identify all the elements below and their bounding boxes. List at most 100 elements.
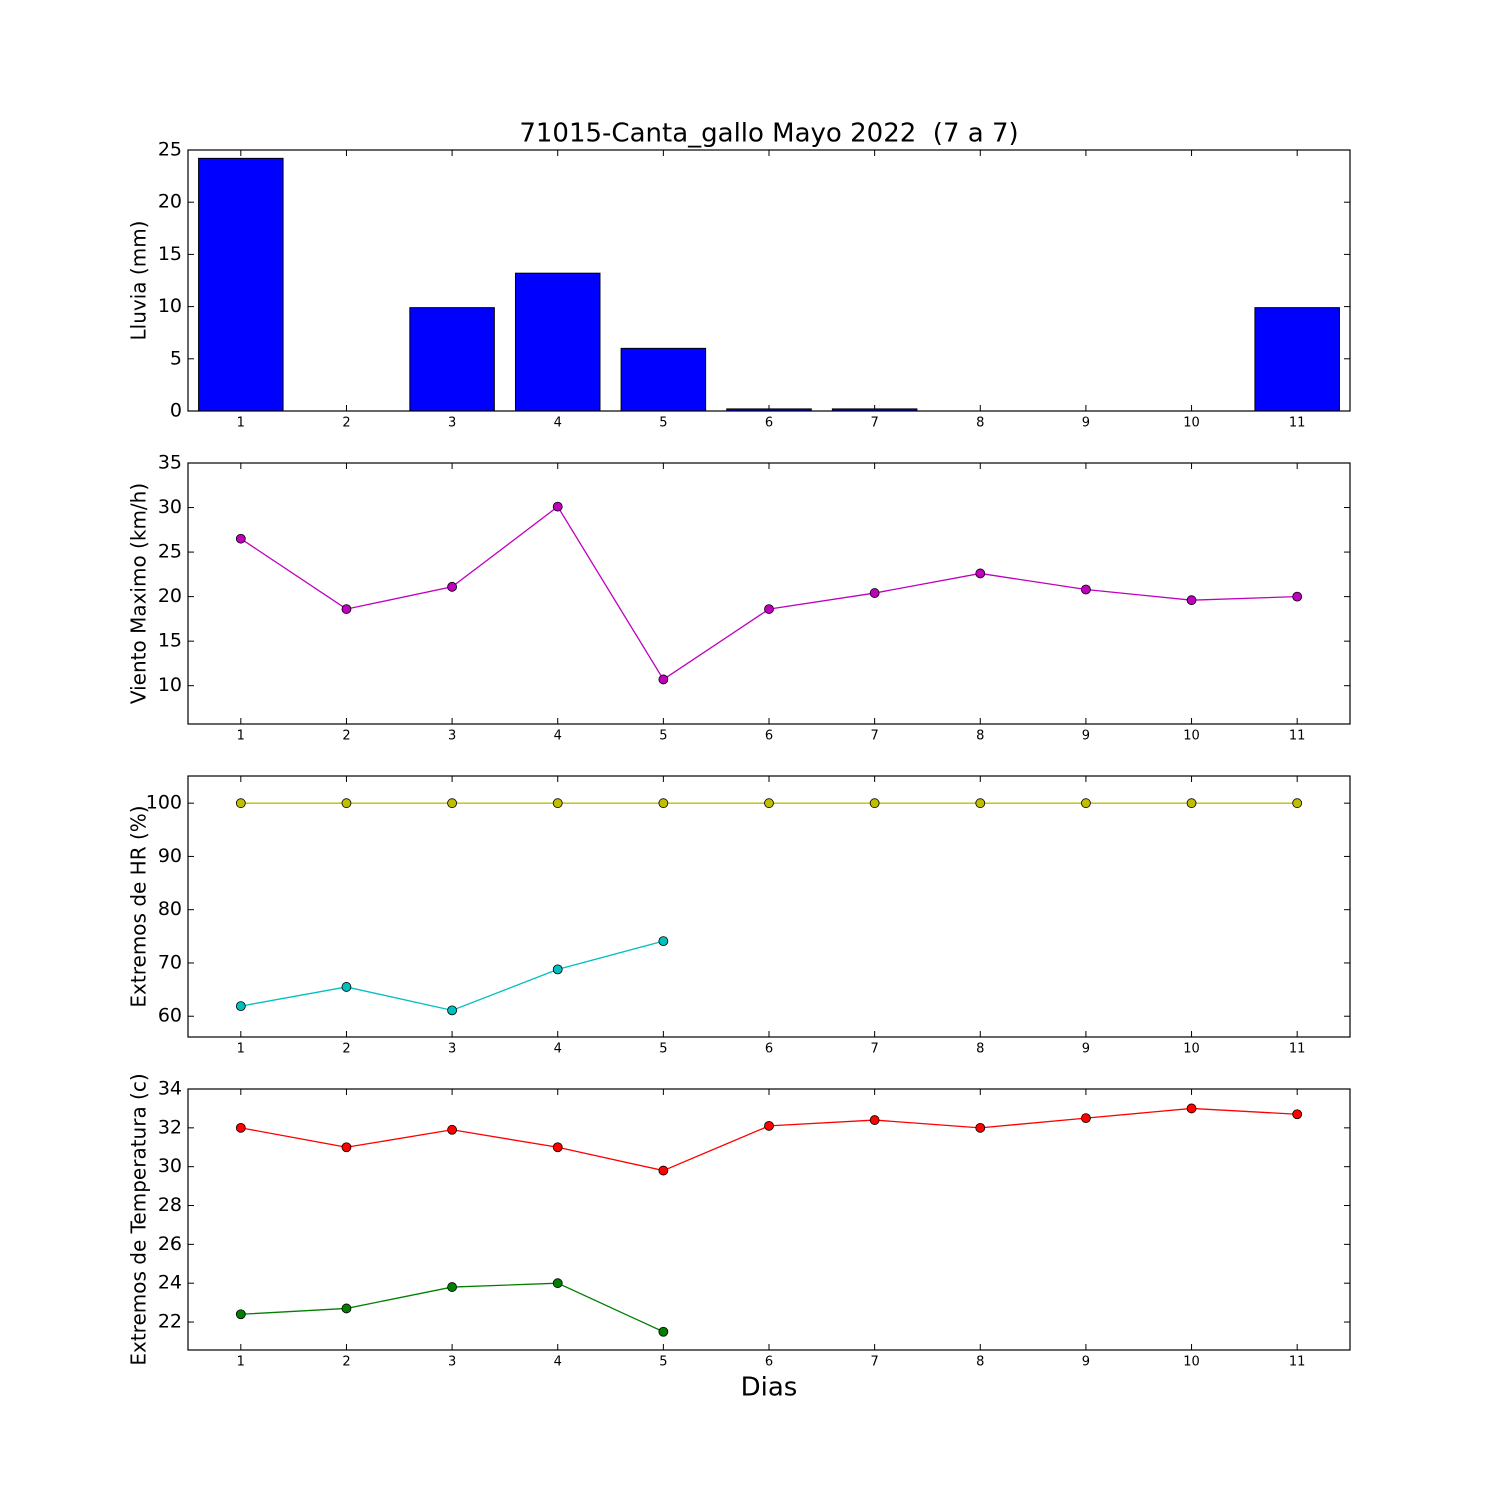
x-tick-label: 5	[659, 729, 667, 744]
point	[341, 1142, 352, 1153]
x-tick-label: 6	[765, 416, 773, 431]
bar	[620, 347, 707, 412]
point	[1081, 1113, 1091, 1124]
x-tick-label: 10	[1183, 1355, 1200, 1370]
point	[764, 1120, 774, 1131]
x-tick-label: 7	[870, 729, 878, 744]
x-tick-label: 9	[1082, 729, 1090, 744]
x-axis-label: Dias	[741, 1373, 798, 1403]
point	[552, 798, 563, 809]
point	[1292, 591, 1303, 602]
point	[447, 581, 457, 592]
y-tick-label: 30	[158, 496, 182, 518]
x-tick-label: 2	[342, 1042, 350, 1057]
y-tick-label: 80	[158, 898, 182, 920]
x-tick-label: 8	[976, 1355, 984, 1370]
point	[869, 1115, 880, 1125]
y-tick-label: 10	[158, 295, 182, 317]
y-axis-label: Extremos de Temperatura (c)	[127, 1073, 151, 1365]
point	[1081, 584, 1091, 595]
x-tick-label: 5	[659, 1042, 667, 1057]
x-tick-label: 11	[1289, 416, 1306, 431]
y-tick-label: 15	[158, 243, 182, 265]
y-tick-label: 28	[158, 1194, 182, 1216]
x-tick-label: 3	[448, 1042, 456, 1057]
x-tick-label: 7	[870, 1355, 878, 1370]
point	[552, 501, 563, 512]
x-tick-label: 9	[1082, 416, 1090, 431]
x-tick-label: 3	[448, 416, 456, 431]
x-tick-label: 10	[1183, 729, 1200, 744]
x-tick-label: 4	[554, 1355, 562, 1370]
point	[975, 798, 986, 809]
y-tick-label: 26	[158, 1233, 182, 1255]
x-tick-label: 2	[342, 416, 350, 431]
point	[552, 1142, 563, 1153]
y-tick-label: 15	[158, 630, 182, 652]
x-tick-label: 8	[976, 729, 984, 744]
x-tick-label: 6	[765, 1042, 773, 1057]
x-tick-label: 11	[1289, 1042, 1306, 1057]
y-tick-label: 32	[158, 1116, 182, 1138]
point	[764, 798, 774, 809]
x-tick-label: 11	[1289, 729, 1306, 744]
y-tick-label: 30	[158, 1155, 182, 1177]
x-tick-label: 3	[448, 729, 456, 744]
y-axis-label: Lluvia (mm)	[127, 221, 151, 341]
x-tick-label: 10	[1183, 1042, 1200, 1057]
y-tick-label: 0	[170, 400, 182, 422]
point	[1081, 798, 1091, 809]
point	[658, 674, 669, 685]
point	[1292, 1109, 1303, 1120]
point	[975, 1122, 986, 1133]
x-tick-label: 5	[659, 1355, 667, 1370]
x-tick-label: 1	[237, 416, 245, 431]
x-tick-label: 6	[765, 729, 773, 744]
x-tick-label: 1	[237, 1042, 245, 1057]
point	[235, 798, 246, 809]
point	[975, 568, 986, 579]
x-tick-label: 9	[1082, 1355, 1090, 1370]
point	[447, 1282, 457, 1292]
x-tick-label: 8	[976, 416, 984, 431]
point	[658, 1326, 669, 1337]
y-tick-label: 22	[158, 1311, 182, 1333]
bar	[198, 157, 284, 412]
y-axis-label: Viento Maximo (km/h)	[127, 483, 151, 704]
x-tick-label: 2	[342, 1355, 350, 1370]
point	[447, 1124, 457, 1135]
x-tick-label: 4	[554, 416, 562, 431]
point	[235, 1309, 246, 1320]
point	[447, 1005, 457, 1016]
point	[235, 533, 246, 544]
x-tick-label: 4	[554, 1042, 562, 1057]
point	[235, 1001, 246, 1012]
y-axis-label: Extremos de HR (%)	[127, 805, 151, 1007]
point	[869, 588, 880, 598]
x-tick-label: 10	[1183, 416, 1200, 431]
point	[658, 798, 669, 809]
point	[447, 798, 457, 809]
line	[240, 1107, 1298, 1172]
y-tick-label: 20	[158, 585, 182, 607]
point	[658, 936, 669, 947]
x-tick-label: 3	[448, 1355, 456, 1370]
line	[240, 505, 1298, 681]
point	[552, 964, 563, 975]
y-tick-label: 60	[158, 1005, 182, 1027]
x-tick-label: 7	[870, 1042, 878, 1057]
y-tick-label: 20	[158, 191, 182, 213]
point	[341, 982, 352, 992]
plot-frame	[187, 775, 1351, 1038]
point	[235, 1122, 246, 1133]
x-tick-label: 11	[1289, 1355, 1306, 1370]
point	[869, 798, 880, 809]
bar	[1254, 307, 1340, 412]
x-tick-label: 1	[237, 1355, 245, 1370]
point	[1186, 595, 1197, 606]
y-tick-label: 70	[158, 951, 182, 973]
bar	[514, 272, 601, 412]
line	[240, 940, 664, 1012]
point	[341, 798, 352, 809]
